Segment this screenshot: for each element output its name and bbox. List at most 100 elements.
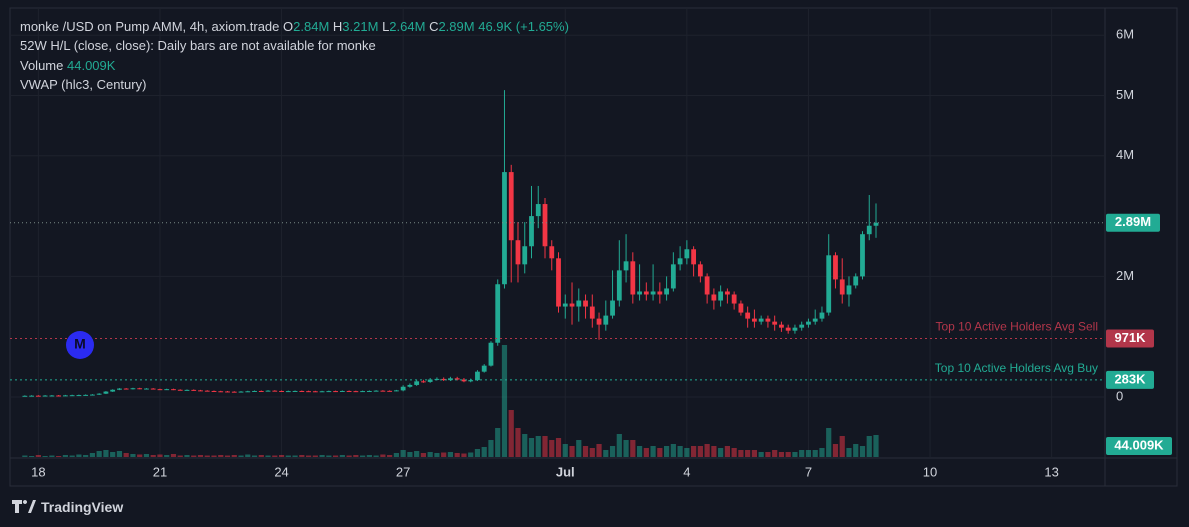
level-name: Top 10 Active Holders Avg Sell [935,320,1098,334]
candle-body [583,300,588,307]
candle-body [272,390,278,392]
candle-body [724,291,730,295]
candle-body [691,249,697,265]
candle-body [637,291,642,295]
volume-bar [22,455,28,457]
volume-bar [623,440,629,457]
logo [12,500,36,513]
ohlc-value: 2.84M [293,19,330,34]
x-tick-label: 27 [396,464,410,479]
chart-frame [9,7,1178,487]
volume-bar [805,450,812,457]
volume-bar [468,452,474,457]
candle-body [765,318,771,322]
candle-body [508,172,514,241]
volume-bar [218,455,224,457]
candle-body [414,381,420,385]
volume-bar [360,455,366,457]
candle-body [299,390,305,392]
ohlc-values: O2.84M H3.21M L2.64M C2.89M [283,19,475,34]
volume-bar [508,410,514,457]
candle-body [461,379,467,382]
volume-bar [224,455,231,457]
candle-body [826,255,832,313]
candle-body [576,300,582,307]
volume-bar [522,434,528,457]
x-tick-label: 24 [274,464,288,479]
candle-body [96,393,102,395]
candle-body [198,390,203,392]
candle-body [745,312,751,319]
candle-body [630,261,636,295]
volume-bar [272,455,278,457]
candle-body [285,391,291,393]
candle-body [137,388,143,390]
volume-bar [366,455,372,457]
volume-bar [846,448,852,457]
plot: Top 10 Active Holders Avg Sell Top 10 Act… [10,90,1105,457]
candle-body [522,246,528,265]
candle-body [812,318,818,322]
candle-body [83,394,89,396]
y-tick-label: 4M [1116,147,1134,162]
volume-bar [265,455,271,457]
volume-bar [177,455,183,457]
candle-body [387,390,393,392]
volume-bar [501,345,508,457]
volume-bar [197,455,204,457]
last-price-label: 2.89M [1115,214,1151,229]
symbol-title: monke /USD on Pump AMM, 4h, axiom.trade [20,19,280,34]
candle-body [144,388,149,390]
volume-bar [292,455,298,457]
event-marker [66,331,94,359]
ohlc-key: C [429,19,439,34]
volume-bar [204,455,210,457]
candle-body [164,389,170,391]
volume-bar [56,456,62,457]
volume-bar [562,444,568,457]
volume-bar [495,428,501,457]
volume-bar [143,454,150,457]
legend-title-row: monke /USD on Pump AMM, 4h, axiom.trade … [20,17,569,36]
volume-bar [711,446,717,457]
volume-bar [724,446,730,457]
volume-tag [1106,436,1172,455]
candle-body [860,234,865,277]
candle-body [569,303,575,307]
candle-body [772,321,778,325]
candle-body [279,390,284,392]
volume-bar [542,436,548,457]
candle-body [90,394,95,396]
volume-bar [832,444,839,457]
volume-bar [29,456,35,457]
volume-bar [116,451,123,457]
volume-bar [630,440,636,457]
candle-body [252,390,257,392]
volume-bar [89,453,96,457]
volume-bar [616,434,622,457]
candle-body [218,391,224,393]
candle-body [326,391,332,393]
x-tick-label: Jul [556,464,575,479]
level-name: Top 10 Active Holders Avg Buy [935,361,1098,375]
volume-bar [373,455,379,457]
volume-bar [758,452,764,457]
candle-body [380,390,386,392]
volume-bar [785,452,791,457]
volume-bar [684,448,690,457]
volume-bar [657,448,663,457]
volume-bar [393,453,399,457]
candle-body [427,379,433,382]
level-tag [1106,370,1154,389]
volume-bar [150,455,156,457]
candle-body [319,391,325,393]
candle-body [873,222,879,226]
level-tag-label: 283K [1114,371,1146,386]
candle-body [670,264,676,289]
volume-bar [258,455,264,457]
candle-body [393,390,399,392]
volume-bar [643,448,649,457]
volume-bar [42,456,48,457]
volume-bar [414,451,420,457]
